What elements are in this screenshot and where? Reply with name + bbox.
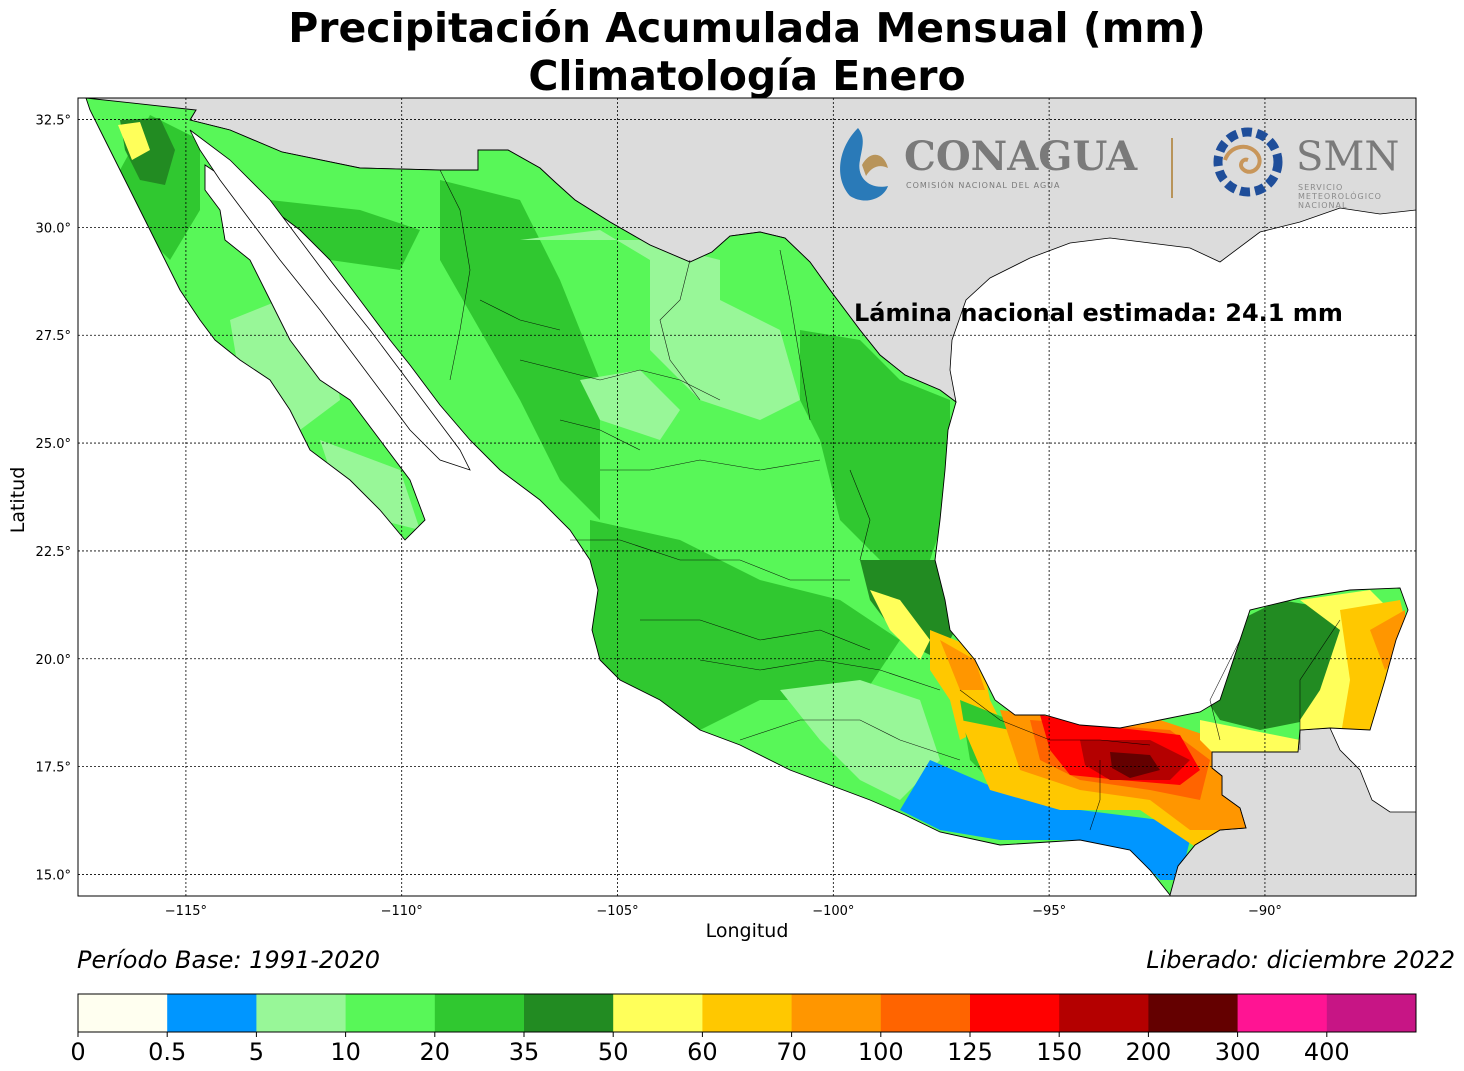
x-tick-label: −95° <box>1032 904 1066 919</box>
mexico-outline <box>85 98 1409 896</box>
smn-emblem-icon <box>1213 127 1283 197</box>
colorbar-tick-label: 35 <box>509 1038 540 1066</box>
lat-lon-grid <box>78 98 1416 896</box>
chart-title: Precipitación Acumulada Mensual (mm) <box>288 4 1206 52</box>
colorbar-tick-label: 125 <box>947 1038 993 1066</box>
x-tick-label: −115° <box>165 904 207 919</box>
colorbar-tick-label: 0 <box>70 1038 85 1066</box>
plot-frame <box>77 97 1417 897</box>
colorbar-tick-label: 400 <box>1304 1038 1350 1066</box>
colorbar-bin <box>434 994 525 1032</box>
colorbar-tick-label: 10 <box>330 1038 361 1066</box>
colorbar-bin <box>613 994 703 1032</box>
colorbar-bin <box>167 994 257 1032</box>
colorbar-bin <box>1326 994 1417 1032</box>
y-tick-label: 27.5° <box>36 329 71 344</box>
colorbar-tick-label: 150 <box>1036 1038 1082 1066</box>
colorbar-tick-label: 300 <box>1215 1038 1261 1066</box>
baja-gulf-water <box>189 129 471 471</box>
colorbar-tick-label: 5 <box>249 1038 264 1066</box>
y-tick-label: 32.5° <box>36 114 71 129</box>
colorbar-tick-label: 0.5 <box>148 1038 186 1066</box>
y-tick-label: 22.5° <box>36 545 71 560</box>
colorbar-tick-label: 70 <box>776 1038 807 1066</box>
colorbar-bin <box>791 994 882 1032</box>
smn-logo: SMN SERVICIO METEOROLÓGICO NACIONAL <box>1213 127 1399 210</box>
colorbar-bin <box>78 994 168 1032</box>
smn-logo-sub-3: NACIONAL <box>1298 201 1347 210</box>
base-period-label: Período Base: 1991-2020 <box>77 946 380 974</box>
release-date-label: Liberado: diciembre 2022 <box>1146 946 1455 974</box>
colorbar-bin <box>1237 994 1328 1032</box>
chart-subtitle: Climatología Enero <box>528 52 966 100</box>
x-tick-label: −105° <box>596 904 638 919</box>
y-tick-label: 20.0° <box>36 653 71 668</box>
x-axis-label: Longitud <box>706 920 789 942</box>
y-tick-label: 15.0° <box>36 868 71 883</box>
colorbar: 0 0.5 5 10 20 35 50 60 70 100 125 150 200 300 400 <box>70 993 1417 1066</box>
conagua-emblem-icon <box>840 128 888 201</box>
colorbar-tick-label: 100 <box>858 1038 904 1066</box>
national-estimate-annotation: Lámina nacional estimada: 24.1 mm <box>854 299 1343 327</box>
conagua-logo: CONAGUA COMISIÓN NACIONAL DEL AGUA <box>840 128 1173 201</box>
conagua-logo-text: CONAGUA <box>904 133 1138 180</box>
colorbar-bin <box>702 994 793 1032</box>
state-borders <box>439 169 1341 831</box>
colorbar-tick-label: 200 <box>1125 1038 1171 1066</box>
x-tick-label: −110° <box>381 904 423 919</box>
colorbar-tick-label: 50 <box>598 1038 629 1066</box>
colorbar-bin <box>880 994 971 1032</box>
smn-logo-sub-2: METEOROLÓGICO <box>1298 190 1382 201</box>
y-tick-labels: 32.5° 30.0° 27.5° 25.0° 22.5° 20.0° 17.5° 15.0° <box>36 114 71 884</box>
colorbar-tick-label: 60 <box>687 1038 718 1066</box>
smn-logo-text: SMN <box>1296 134 1399 180</box>
conagua-logo-subtext: COMISIÓN NACIONAL DEL AGUA <box>906 179 1061 190</box>
x-tick-labels: −115° −110° −105° −100° −95° −90° <box>165 904 1282 919</box>
y-tick-label: 17.5° <box>36 761 71 776</box>
y-tick-label: 25.0° <box>36 437 71 452</box>
colorbar-frame <box>77 993 1417 1033</box>
x-tick-label: −100° <box>812 904 854 919</box>
colorbar-bin <box>1148 994 1239 1032</box>
colorbar-bin <box>524 994 614 1032</box>
y-axis-label: Latitud <box>7 467 29 534</box>
y-tick-label: 30.0° <box>36 221 71 236</box>
colorbar-bin <box>1059 994 1149 1032</box>
colorbar-bin <box>256 994 347 1032</box>
colorbar-bin <box>970 994 1060 1032</box>
smn-logo-sub-1: SERVICIO <box>1298 183 1343 192</box>
x-tick-label: −90° <box>1248 904 1282 919</box>
colorbar-bin <box>345 994 436 1032</box>
colorbar-tick-label: 20 <box>420 1038 451 1066</box>
